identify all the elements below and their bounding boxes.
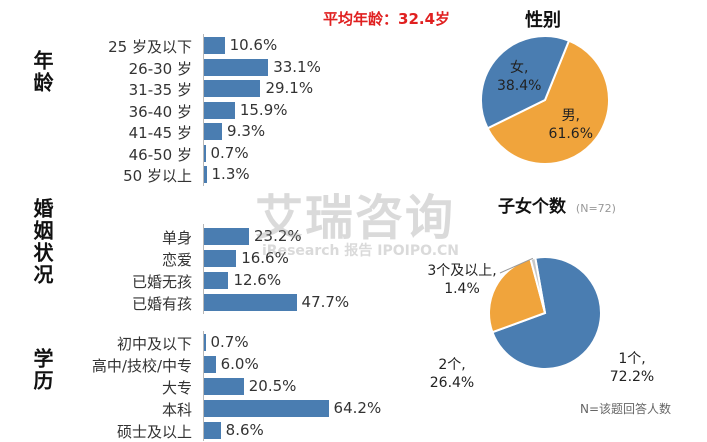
footnote: N=该题回答人数 [580,402,672,416]
marital-category-label: 单身 [161,229,192,247]
gender-slice-name: 男, [562,108,580,124]
marital-category-label: 已婚无孩 [131,273,192,291]
marital-category-label: 已婚有孩 [131,295,192,313]
children-slice-name: 2个, [438,357,465,373]
marital-value-label: 16.6% [241,249,289,267]
children-pie-chart: 1个, 72.2% 2个, 26.4% 3个及以上, 1.4% [427,256,654,391]
age-axis [203,34,204,186]
education-value-label: 20.5% [248,377,297,395]
avg-age-title: 平均年龄：32.4岁 [323,10,451,28]
education-category-label: 硕士及以上 [116,423,192,441]
children-pie-title-text: 子女个数 [498,197,566,217]
gender-pie-chart: 男, 61.6% 女, 38.4% [480,35,610,165]
children-slice-value: 72.2% [610,369,654,385]
children-slice-value: 1.4% [444,281,480,297]
education-value-label: 0.7% [210,333,249,351]
marital-bar [204,294,297,311]
age-bar [204,144,206,162]
children-slice-value: 26.4% [430,375,474,391]
watermark-main: 艾瑞咨询 [255,190,456,246]
age-category-label: 26-30 岁 [128,59,192,78]
gender-slice-value: 38.4% [497,78,541,94]
education-value-label: 8.6% [225,421,264,439]
education-bar [204,400,329,417]
education-value-label: 6.0% [220,355,259,373]
marital-category-label: 恋爱 [161,251,192,269]
age-bar [204,166,207,183]
gender-slice [480,35,571,130]
age-value-label: 1.3% [211,165,250,183]
age-category-label: 25 岁及以下 [108,38,192,56]
education-bar [204,334,206,351]
education-bar [204,378,244,395]
children-pie-subtitle: (N=72) [575,202,616,215]
children-slice-name: 3个及以上, [427,263,496,279]
marital-bar [204,272,229,289]
gender-slice-name: 女, [510,59,528,76]
children-slice [488,257,547,334]
marital-axis [203,224,204,314]
education-axis [203,331,204,441]
education-category-label: 高中/技校/中专 [91,357,192,375]
age-bar [204,37,225,54]
age-value-label: 0.7% [210,143,249,162]
children-slice-name: 1个, [618,351,645,367]
children-leader-line [499,257,534,274]
age-category-label: 36-40 岁 [128,102,192,121]
age-bar [204,58,269,76]
age-value-label: 33.1% [273,57,321,76]
age-value-label: 15.9% [239,100,288,119]
section-label-education: 学历 [30,348,54,392]
age-category-label: 50 岁以上 [123,167,192,185]
marital-bar [204,228,249,245]
age-value-label: 9.3% [227,122,266,140]
education-category-label: 初中及以下 [116,335,192,353]
marital-value-label: 23.2% [254,227,302,245]
children-pie-title: 子女个数 (N=72) [498,192,616,217]
education-bar [204,356,216,373]
marital-value-label: 12.6% [233,271,282,289]
gender-slice-value: 61.6% [549,126,593,142]
marital-bar [204,250,237,267]
age-value-label: 29.1% [265,79,314,97]
section-label-marital: 婚姻状况 [30,198,54,286]
section-label-age: 年龄 [30,50,54,94]
children-slice [491,256,602,370]
age-category-label: 46-50 岁 [128,145,192,164]
age-value-label: 10.6% [229,36,278,54]
age-bar [204,101,235,119]
education-bar [204,422,221,439]
age-category-label: 31-35 岁 [128,81,192,99]
age-bar [204,123,223,140]
watermark-sub: iResearch 报告 IPOIPO.CN [262,243,460,259]
marital-value-label: 47.7% [301,293,350,311]
education-value-label: 64.2% [333,399,382,417]
age-category-label: 41-45 岁 [128,124,192,142]
gender-pie-title: 性别 [525,10,561,31]
gender-slice [486,39,610,165]
age-bar [204,80,261,97]
education-category-label: 大专 [161,379,192,397]
education-category-label: 本科 [161,401,192,419]
